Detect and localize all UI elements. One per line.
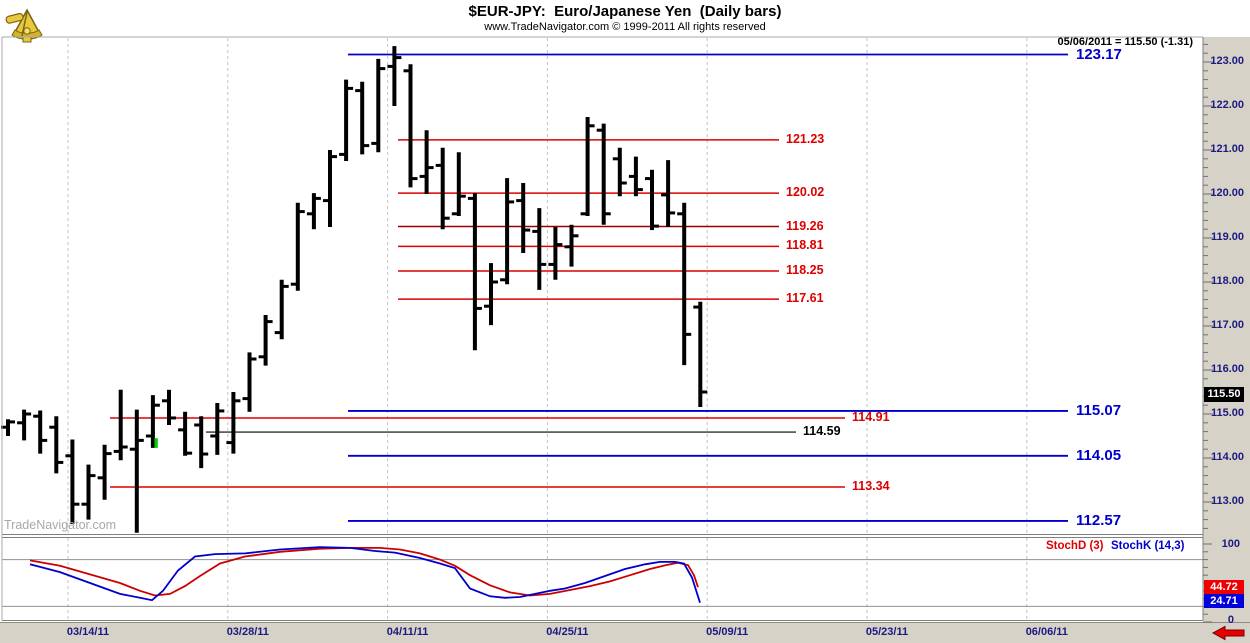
date-label: 05/09/11 — [706, 626, 749, 638]
stoch-d-line — [29, 547, 699, 597]
scroll-left-arrow-button[interactable] — [1212, 625, 1246, 641]
level-label: 115.07 — [1076, 401, 1122, 419]
price-axis-strip — [1203, 37, 1250, 622]
price-bar — [339, 79, 354, 161]
price-bar — [49, 416, 64, 474]
price-bar — [645, 169, 659, 231]
price-bar — [693, 301, 708, 407]
green-bar-segment — [154, 438, 158, 448]
date-gridlines — [67, 38, 1028, 620]
price-bar — [677, 202, 692, 366]
level-label: 112.57 — [1076, 511, 1122, 529]
price-bar — [178, 411, 193, 456]
price-bar — [467, 193, 482, 351]
watermark: TradeNavigator.com — [4, 518, 117, 532]
price-bar — [323, 150, 337, 227]
price-bars — [1, 46, 708, 533]
legend-stochd[interactable]: StochD (3) — [1046, 540, 1104, 552]
level-label: 114.59 — [803, 424, 841, 439]
date-label: 03/28/11 — [226, 626, 269, 638]
price-bar — [81, 464, 96, 520]
axis-price-label: 116.00 — [1210, 363, 1244, 375]
axis-price-label: 117.00 — [1210, 319, 1244, 331]
price-bar — [548, 227, 563, 280]
level-label: 113.34 — [852, 479, 890, 494]
level-label: 114.05 — [1076, 446, 1122, 464]
axis-price-label: 121.00 — [1210, 143, 1244, 155]
stochastic-panel — [2, 546, 1203, 607]
price-bar — [564, 224, 579, 267]
legend-stochk[interactable]: StochK (14,3) — [1111, 540, 1185, 552]
price-bar — [612, 147, 627, 197]
price-bar — [113, 389, 128, 461]
price-bar — [435, 147, 450, 230]
price-bar — [484, 263, 498, 326]
chart-title: $EUR-JPY: Euro/Japanese Yen (Daily bars) — [468, 3, 782, 20]
price-bar — [451, 152, 466, 216]
price-bar — [596, 123, 611, 225]
price-bar — [242, 352, 257, 412]
price-bar — [17, 409, 32, 441]
level-label: 121.23 — [786, 131, 825, 146]
price-bar — [580, 117, 595, 216]
price-bar — [258, 315, 273, 366]
price-bar — [145, 395, 160, 448]
price-bar — [661, 160, 676, 227]
stochk-value-badge: 24.71 — [1204, 594, 1244, 608]
stoch-axis-label-0: 0 — [1227, 614, 1234, 626]
price-bar — [97, 444, 112, 500]
price-axis-ticks — [1203, 43, 1213, 623]
price-bar — [516, 183, 531, 253]
price-bar — [194, 416, 209, 469]
price-bar — [403, 64, 418, 188]
price-bar — [532, 208, 547, 290]
chart-subtitle: www.TradeNavigator.com © 1999-2011 All r… — [484, 21, 766, 33]
axis-price-label: 114.00 — [1210, 451, 1244, 463]
stoch-axis-label-100: 100 — [1221, 538, 1240, 550]
date-label: 04/11/11 — [386, 626, 429, 638]
price-bar — [371, 58, 386, 153]
last-quote-info: 05/06/2011 = 115.50 (-1.31) — [1057, 36, 1193, 48]
axis-price-label: 120.00 — [1210, 187, 1244, 199]
axis-price-label: 113.00 — [1210, 495, 1244, 507]
price-bar — [33, 410, 48, 454]
date-label: 04/25/11 — [546, 626, 589, 638]
price-bar — [306, 193, 321, 230]
level-label: 118.25 — [786, 263, 824, 277]
axis-price-label: 122.00 — [1210, 99, 1244, 111]
price-bar — [65, 439, 80, 524]
price-bar — [628, 156, 643, 197]
axis-price-label: 119.00 — [1210, 231, 1244, 243]
price-bar — [419, 130, 434, 194]
level-label: 123.17 — [1076, 45, 1122, 63]
stoch-k-line — [29, 546, 701, 603]
stochd-value-badge: 44.72 — [1204, 580, 1244, 594]
price-bar — [500, 178, 515, 285]
date-label: 06/06/11 — [1025, 626, 1068, 638]
date-label: 05/23/11 — [865, 626, 909, 638]
axis-price-label: 115.00 — [1210, 407, 1244, 419]
price-bar — [1, 419, 15, 436]
price-bar — [274, 279, 289, 340]
date-label: 03/14/11 — [66, 626, 110, 638]
level-label: 117.61 — [786, 291, 824, 306]
price-bar — [387, 46, 402, 106]
date-axis-strip — [0, 622, 1250, 643]
price-bar — [162, 389, 176, 425]
level-label: 118.81 — [786, 238, 824, 253]
price-bar — [210, 403, 225, 455]
price-bar — [129, 409, 144, 533]
level-label: 120.02 — [786, 185, 825, 200]
price-bar — [226, 392, 241, 454]
axis-price-label: 118.00 — [1210, 275, 1244, 287]
level-label: 119.26 — [786, 218, 824, 233]
price-bar — [290, 202, 305, 291]
last-price-box: 115.50 — [1204, 387, 1244, 402]
level-label: 114.91 — [852, 409, 890, 424]
panel-borders — [1, 36, 1204, 621]
axis-price-label: 123.00 — [1210, 55, 1244, 67]
price-bar — [355, 81, 370, 155]
